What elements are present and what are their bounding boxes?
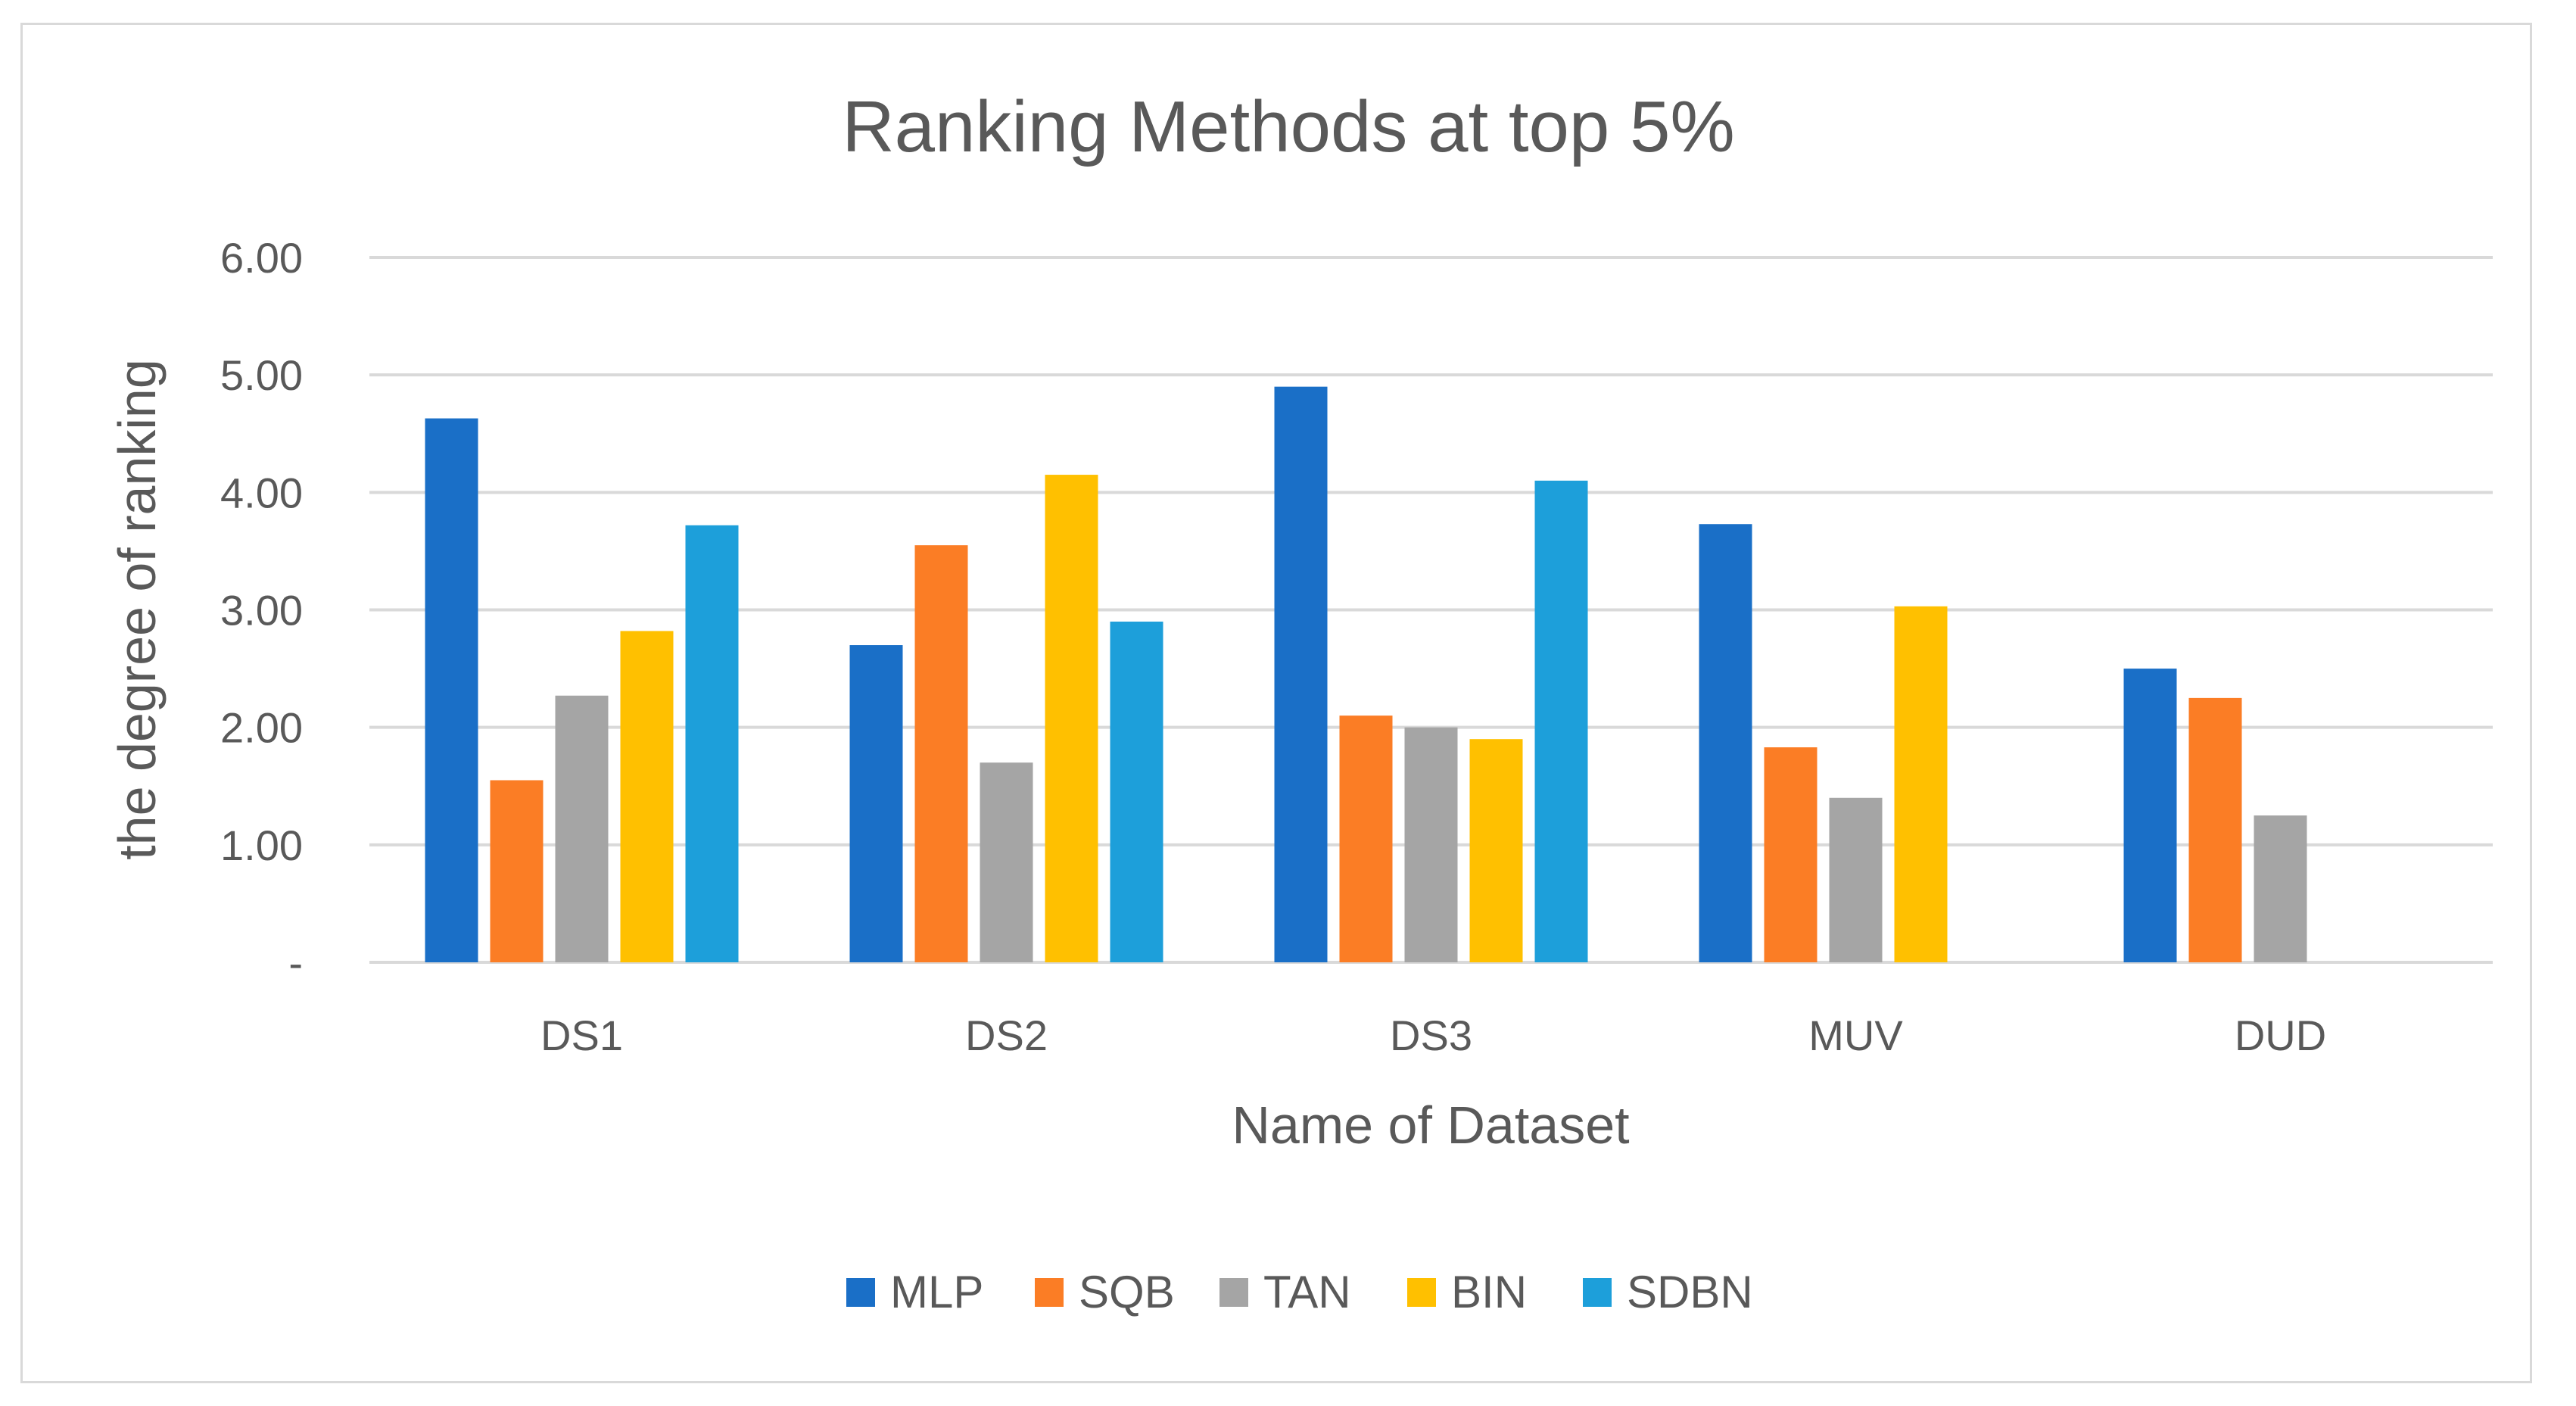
x-axis-ticks: DS1 DS2 DS3 MUV DUD: [540, 1012, 2326, 1059]
x-tick-label: MUV: [1808, 1012, 1903, 1059]
bar-mlp-ds3: [1274, 386, 1328, 962]
bar-sdbn-ds2: [1110, 622, 1163, 962]
bar-sqb-ds1: [490, 780, 544, 962]
bar-bin-muv: [1894, 606, 1948, 962]
legend: MLP SQB TAN BIN SDBN: [846, 1267, 1753, 1317]
bar-sqb-ds3: [1339, 715, 1393, 962]
legend-label-sdbn: SDBN: [1627, 1267, 1753, 1317]
y-tick-label: 1.00: [220, 821, 303, 869]
legend-label-tan: TAN: [1263, 1267, 1351, 1317]
x-axis-label: Name of Dataset: [1232, 1096, 1629, 1155]
bar-bin-ds1: [620, 631, 674, 962]
bar-sqb-dud: [2188, 697, 2242, 962]
bar-sqb-ds2: [914, 545, 968, 962]
legend-swatch-sqb: [1035, 1278, 1064, 1307]
bar-bin-ds3: [1469, 739, 1523, 962]
bar-mlp-muv: [1699, 524, 1752, 962]
bar-mlp-ds1: [425, 418, 478, 962]
y-tick-label: -: [288, 939, 303, 987]
bar-sdbn-ds1: [685, 525, 739, 962]
chart-title: Ranking Methods at top 5%: [842, 86, 1734, 167]
legend-label-mlp: MLP: [890, 1267, 983, 1317]
bar-tan-muv: [1829, 797, 1883, 962]
bar-mlp-ds2: [849, 645, 903, 962]
legend-swatch-tan: [1219, 1278, 1248, 1307]
legend-label-sqb: SQB: [1079, 1267, 1175, 1317]
y-tick-label: 3.00: [220, 587, 303, 634]
bar-sdbn-ds3: [1534, 480, 1588, 962]
legend-swatch-bin: [1407, 1278, 1436, 1307]
legend-label-bin: BIN: [1451, 1267, 1527, 1317]
x-tick-label: DS1: [540, 1012, 623, 1059]
y-axis-label: the degree of ranking: [107, 359, 167, 860]
y-tick-label: 5.00: [220, 351, 303, 399]
x-tick-label: DUD: [2235, 1012, 2326, 1059]
legend-swatch-sdbn: [1583, 1278, 1612, 1307]
bar-tan-ds3: [1404, 727, 1458, 962]
y-tick-label: 2.00: [220, 704, 303, 752]
y-axis-ticks: - 1.00 2.00 3.00 4.00 5.00 6.00: [220, 234, 303, 987]
bar-sqb-muv: [1764, 747, 1818, 962]
x-tick-label: DS2: [965, 1012, 1048, 1059]
bar-tan-ds2: [980, 762, 1033, 962]
bar-tan-ds1: [555, 695, 609, 962]
legend-swatch-mlp: [846, 1278, 875, 1307]
y-tick-label: 4.00: [220, 469, 303, 516]
bar-tan-dud: [2254, 815, 2307, 962]
bar-bin-ds2: [1045, 475, 1098, 962]
x-tick-label: DS3: [1390, 1012, 1472, 1059]
bars: [425, 386, 2307, 962]
y-tick-label: 6.00: [220, 234, 303, 282]
bar-mlp-dud: [2123, 669, 2177, 962]
